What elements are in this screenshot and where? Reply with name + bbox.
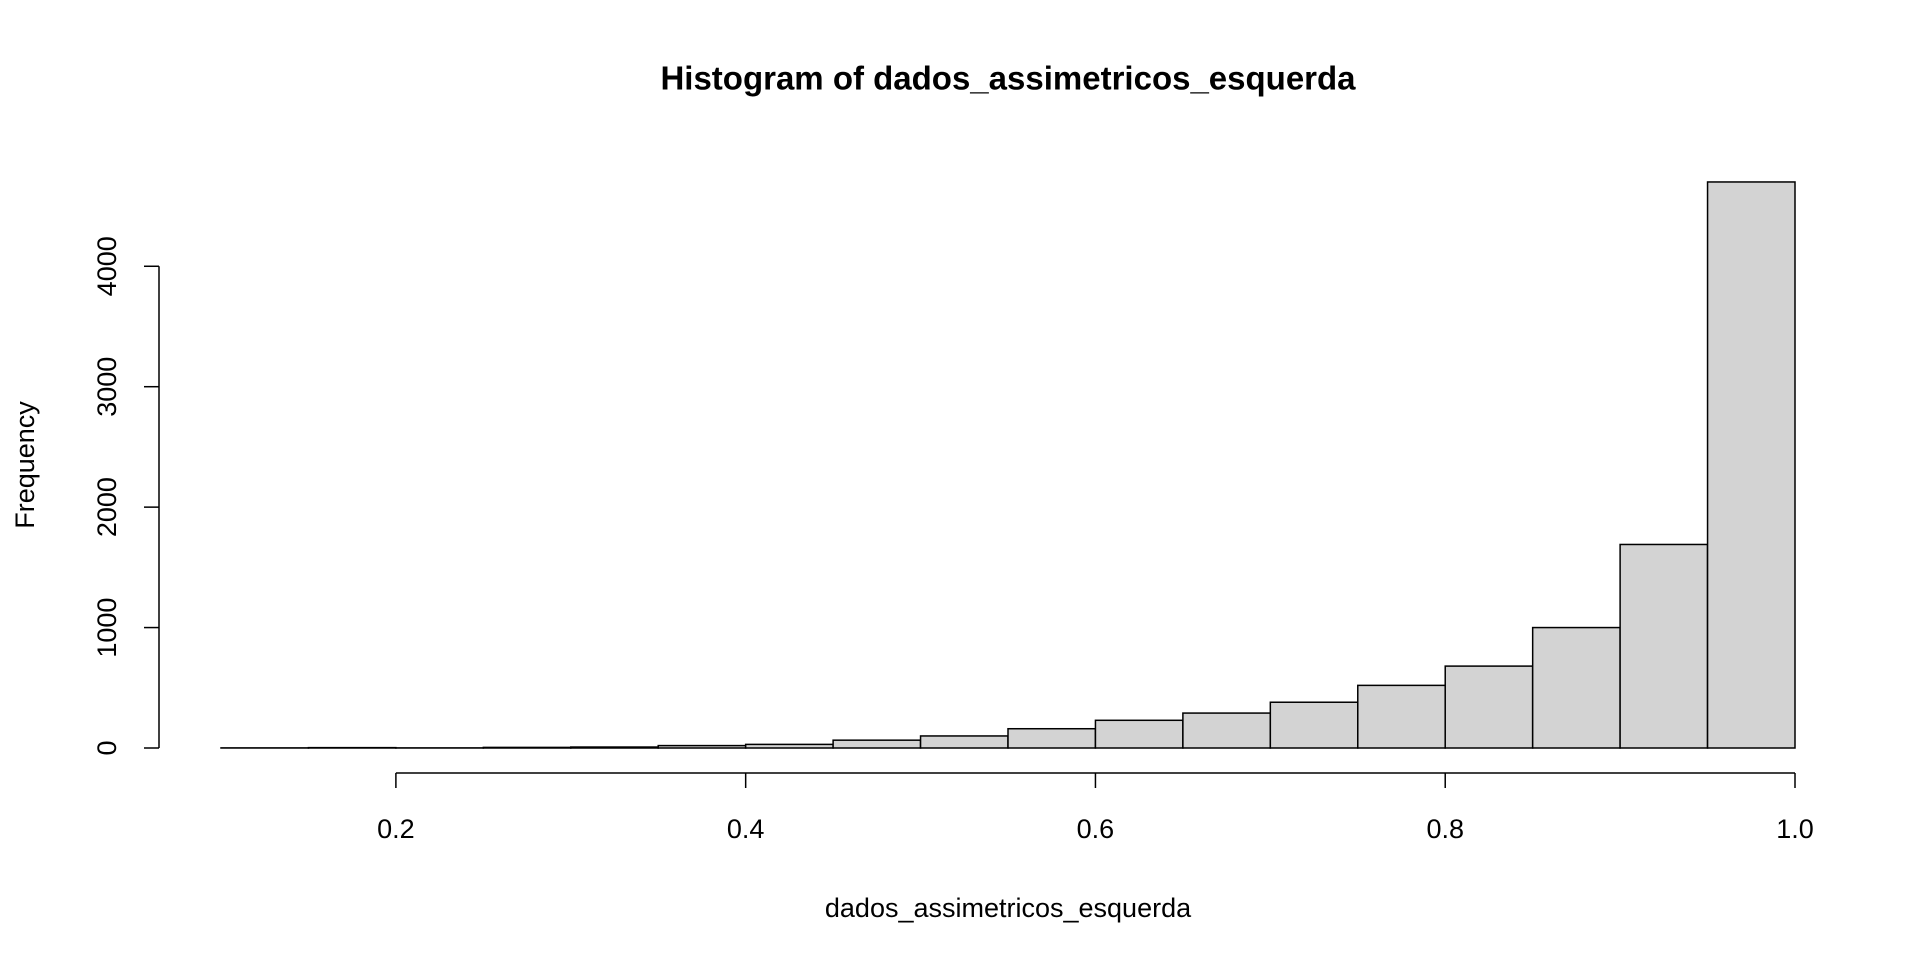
x-axis-label: dados_assimetricos_esquerda — [825, 893, 1192, 923]
bar — [1269, 701, 1359, 749]
y-tick-label: 2000 — [92, 477, 122, 537]
y-tick-label: 3000 — [92, 357, 122, 417]
x-tick-label: 0.2 — [377, 814, 415, 844]
bar — [919, 735, 1009, 749]
bar — [1357, 684, 1446, 749]
bar — [1444, 665, 1534, 749]
bar — [1531, 626, 1621, 749]
y-tick-label: 0 — [92, 740, 122, 755]
y-tick-label: 1000 — [92, 598, 122, 658]
chart-title: Histogram of dados_assimetricos_esquerda — [660, 60, 1356, 97]
y-tick-label: 4000 — [92, 236, 122, 296]
x-tick-label: 1.0 — [1776, 814, 1814, 844]
bar — [1094, 719, 1184, 749]
y-axis-label: Frequency — [10, 401, 40, 529]
bar — [482, 746, 572, 749]
bar — [1007, 727, 1097, 749]
x-tick-label: 0.8 — [1426, 814, 1464, 844]
bar — [570, 746, 659, 749]
bar — [657, 744, 747, 749]
bar — [832, 739, 922, 749]
x-tick-label: 0.4 — [727, 814, 765, 844]
bar — [1182, 712, 1272, 749]
bar — [1706, 181, 1796, 749]
bar — [744, 743, 834, 749]
bar — [1619, 543, 1709, 749]
x-tick-label: 0.6 — [1077, 814, 1115, 844]
